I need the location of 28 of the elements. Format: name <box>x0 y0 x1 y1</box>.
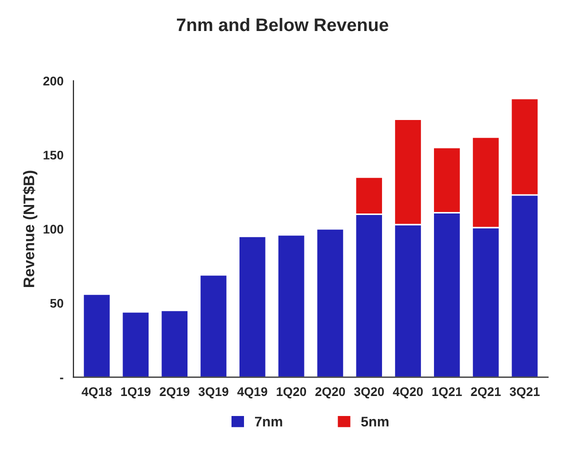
x-tick-label: 3Q19 <box>198 387 228 398</box>
x-tick-label: 2Q21 <box>470 387 501 398</box>
x-tick-label: 2Q20 <box>315 387 345 398</box>
bar <box>316 228 345 378</box>
chart-title: 7nm and Below Revenue <box>176 18 388 32</box>
y-tick-label: 100 <box>44 224 64 234</box>
bar <box>82 293 112 378</box>
x-tick-label: 3Q21 <box>510 387 540 398</box>
y-tick-label: - <box>60 378 64 380</box>
y-tick-label: 200 <box>43 76 64 86</box>
bar <box>238 236 267 378</box>
x-tick-label: 2Q19 <box>160 387 190 398</box>
bar <box>160 310 189 378</box>
y-axis-title: Revenue (NT$B) <box>22 170 38 287</box>
x-tick-label: 1Q20 <box>276 387 306 398</box>
legend-label: 7nm <box>255 416 282 426</box>
legend-label: 5nm <box>361 416 388 427</box>
bar <box>121 311 150 378</box>
x-tick-label: 1Q21 <box>432 387 462 398</box>
x-tick-label: 4Q20 <box>392 387 423 398</box>
bar <box>276 234 306 378</box>
bar <box>199 274 228 378</box>
x-tick-label: 4Q19 <box>237 387 268 398</box>
y-tick-label: 50 <box>50 298 64 308</box>
y-tick-label: 150 <box>44 150 64 160</box>
x-tick-label: 3Q20 <box>354 387 384 398</box>
x-tick-label: 1Q19 <box>121 387 151 398</box>
x-tick-label: 4Q18 <box>82 387 112 398</box>
